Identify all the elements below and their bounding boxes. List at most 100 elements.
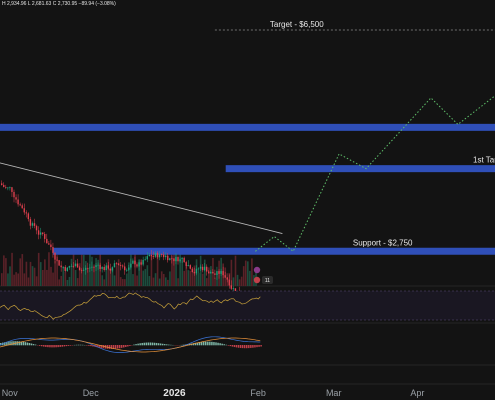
volume-bar xyxy=(185,265,188,286)
candle-body xyxy=(95,265,97,268)
candle-body xyxy=(171,258,173,260)
candle-body xyxy=(228,279,230,286)
macd-hist-bar xyxy=(86,345,88,346)
volume-bar xyxy=(33,267,36,286)
volume-bar xyxy=(187,270,190,286)
volume-bar xyxy=(181,260,183,286)
candle-body xyxy=(175,257,177,262)
macd-hist-bar xyxy=(260,345,262,347)
volume-bar xyxy=(93,264,95,286)
candle-body xyxy=(234,288,237,293)
macd-hist-bar xyxy=(8,341,10,346)
volume-bar xyxy=(72,253,75,286)
candle-body xyxy=(58,260,60,266)
volume-bar xyxy=(31,266,34,286)
candle-body xyxy=(11,187,13,192)
macd-hist-bar xyxy=(90,345,92,347)
candle-body xyxy=(210,271,212,274)
volume-bar xyxy=(144,269,147,286)
candle-body xyxy=(167,255,169,261)
macd-hist-bar xyxy=(69,345,72,346)
candle-body xyxy=(142,259,144,265)
macd-hist-bar xyxy=(4,342,6,346)
earnings-icon[interactable] xyxy=(253,276,261,284)
candle-body xyxy=(189,265,191,269)
candle-body xyxy=(97,264,99,266)
macd-hist-bar xyxy=(16,341,18,346)
macd-hist-bar xyxy=(207,341,209,346)
volume-bar xyxy=(91,256,93,286)
volume-bar xyxy=(234,255,237,286)
volume-bar xyxy=(50,266,52,286)
volume-bar xyxy=(19,258,22,286)
volume-bar xyxy=(11,252,13,286)
candle-body xyxy=(89,267,91,269)
candle-body xyxy=(117,263,120,266)
volume-bar xyxy=(107,259,110,286)
macd-hist-bar xyxy=(151,342,154,346)
volume-bar xyxy=(177,278,179,286)
macd-hist-bar xyxy=(196,342,199,346)
candle-body xyxy=(222,271,224,276)
candle-body xyxy=(66,267,68,271)
macd-hist-bar xyxy=(92,345,94,347)
candle-body xyxy=(130,263,132,268)
macd-hist-bar xyxy=(246,345,248,349)
candle-body xyxy=(13,191,15,198)
macd-hist-bar xyxy=(30,343,33,346)
candle-body xyxy=(62,266,64,268)
candle-body xyxy=(150,254,153,257)
x-tick-label: Dec xyxy=(83,388,100,398)
candle-body xyxy=(183,257,185,263)
macd-hist-bar xyxy=(209,341,211,346)
volume-bar xyxy=(138,260,140,286)
candle-body xyxy=(46,238,48,244)
candle-body xyxy=(208,271,210,274)
volume-bar xyxy=(1,273,3,286)
volume-bar xyxy=(214,277,216,286)
candle-body xyxy=(107,265,109,269)
volume-bar xyxy=(103,279,106,286)
volume-bar xyxy=(13,274,15,286)
candle-body xyxy=(56,259,58,261)
candle-body xyxy=(197,268,200,270)
ohlc-readout: H 2,934.96 L 2,681.63 C 2,730.95 −89.94 … xyxy=(2,1,116,7)
candle-body xyxy=(132,260,134,264)
candle-body xyxy=(93,266,95,268)
volume-bar xyxy=(242,266,245,286)
volume-bar xyxy=(70,258,73,286)
volume-bar xyxy=(29,261,32,286)
volume-bar xyxy=(23,273,26,286)
volume-bar xyxy=(136,275,138,286)
volume-bar xyxy=(56,256,58,286)
x-tick-label: 2026 xyxy=(163,388,186,399)
candle-body xyxy=(187,265,189,266)
volume-bar xyxy=(3,255,5,286)
volume-bar xyxy=(64,271,67,286)
volume-bar xyxy=(251,258,253,286)
candle-body xyxy=(216,271,218,275)
alert-icon[interactable] xyxy=(253,266,261,274)
candle-body xyxy=(195,268,198,274)
macd-hist-bar xyxy=(198,342,201,346)
volume-bar xyxy=(27,277,30,286)
volume-bar xyxy=(230,259,233,286)
trendline-line xyxy=(0,162,283,234)
candle-body xyxy=(220,271,222,274)
volume-bar xyxy=(62,266,65,286)
macd-hist-bar xyxy=(225,344,227,346)
macd-hist-bar xyxy=(49,345,51,348)
macd-hist-bar xyxy=(127,345,129,347)
macd-hist-bar xyxy=(211,341,213,346)
macd-hist-bar xyxy=(10,341,12,346)
volume-bar xyxy=(128,262,130,286)
candle-body xyxy=(128,267,130,270)
candle-body xyxy=(179,259,181,262)
candle-body xyxy=(54,252,56,260)
macd-hist-bar xyxy=(6,341,8,346)
macd-hist-bar xyxy=(137,343,139,346)
macd-hist-bar xyxy=(67,345,70,346)
candle-body xyxy=(70,265,73,267)
macd-hist-bar xyxy=(229,345,232,347)
